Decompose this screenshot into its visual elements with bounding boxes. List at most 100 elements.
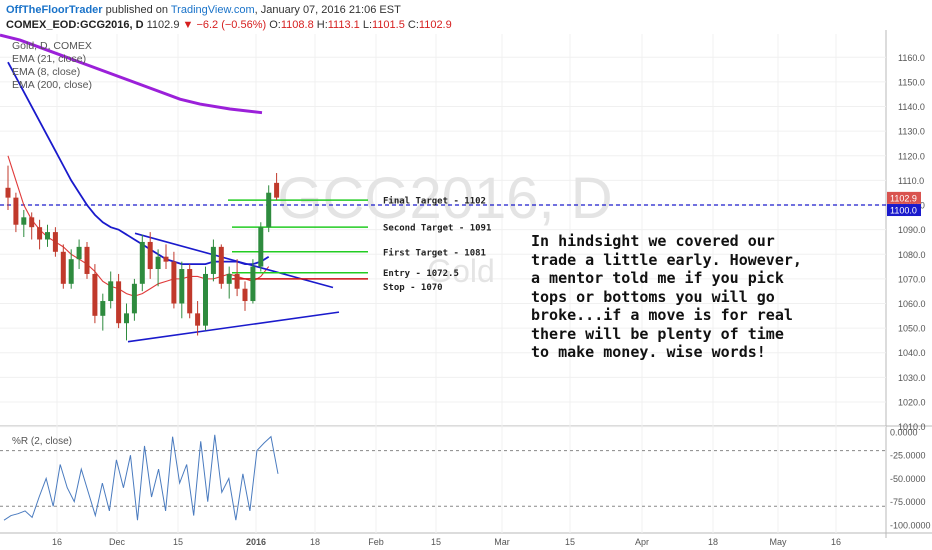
candle-body	[84, 246, 90, 274]
price-tick-label: 1150.0	[898, 77, 925, 87]
candle-body	[210, 246, 216, 274]
time-tick-label: May	[769, 537, 787, 547]
candle-body	[68, 259, 74, 284]
ohlc-h-label: H:	[316, 19, 328, 31]
candle-body	[92, 273, 98, 316]
watermark-name: Gold	[427, 253, 495, 289]
indicator-tick-label: -25.0000	[890, 451, 926, 461]
indicator-tick-label: 0.0000	[890, 428, 918, 438]
williams-r-line	[3, 434, 279, 521]
triangle-lower-line	[127, 311, 340, 343]
last-price-badge	[887, 191, 921, 204]
price-tick-label: 1130.0	[898, 127, 925, 137]
publisher-name[interactable]: OffTheFloorTrader	[6, 4, 103, 16]
symbol-info: COMEX_EOD:GCG2016, D 1102.9 ▼ −6.2 (−0.5…	[6, 19, 452, 31]
published-text: published on	[105, 4, 169, 16]
price-tick-label: 1030.0	[898, 373, 926, 383]
candle-body	[155, 256, 161, 270]
williams-r-pane: %R (2, close)	[0, 434, 886, 521]
level-label: First Target - 1081	[383, 247, 486, 258]
candle-body	[179, 269, 185, 304]
ema8-line	[7, 155, 270, 297]
time-tick-label: 2016	[246, 537, 266, 547]
candle-body	[242, 288, 248, 302]
candle-body	[76, 246, 82, 260]
time-tick-label: 16	[52, 537, 62, 547]
indicator-tick-label: -75.0000	[890, 497, 926, 507]
hline-price-badge	[887, 204, 921, 217]
legend-ema8[interactable]: EMA (8, close)	[12, 66, 81, 78]
time-tick-label: 15	[173, 537, 183, 547]
down-arrow-icon: ▼	[182, 19, 194, 31]
legend-ema200[interactable]: EMA (200, close)	[12, 79, 92, 91]
legend-ema21[interactable]: EMA (21, close)	[12, 53, 87, 65]
time-tick-label: 15	[431, 537, 441, 547]
time-tick-label: 16	[831, 537, 841, 547]
candle-body	[52, 232, 58, 252]
ohlc-o-label: O:	[269, 19, 281, 31]
price-tick-label: 1140.0	[898, 102, 925, 112]
price-tick-label: 1070.0	[898, 274, 926, 284]
time-tick-label: Apr	[635, 537, 649, 547]
price-tick-label: 1080.0	[898, 250, 926, 260]
price-tick-label: 1160.0	[898, 53, 925, 63]
ohlc-low: 1101.5	[372, 19, 405, 31]
time-tick-label: 15	[565, 537, 575, 547]
candle-body	[116, 281, 122, 324]
candle-body	[195, 313, 201, 326]
price-tick-label: 1110.0	[898, 176, 924, 186]
candle-body	[131, 283, 137, 314]
hline-price-badge-label: 1100.0	[890, 206, 917, 216]
candle-body	[13, 197, 19, 225]
price-tick-label: 1040.0	[898, 348, 926, 358]
candle-body	[29, 217, 35, 228]
indicator-tick-label: -50.0000	[890, 474, 926, 484]
candle-body	[139, 241, 145, 284]
candle-body	[171, 261, 177, 304]
candle-body	[124, 313, 129, 324]
price-tick-label: 1120.0	[898, 151, 925, 161]
watermark-symbol: GCG2016, D	[277, 166, 612, 231]
candle-body	[234, 273, 240, 289]
last-price-badge-label: 1102.9	[890, 193, 917, 203]
candle-body	[218, 246, 224, 284]
ohlc-high: 1113.1	[327, 19, 360, 31]
candle-body	[108, 281, 114, 302]
candle-body	[21, 217, 27, 225]
price-change: −6.2 (−0.56%)	[196, 19, 267, 31]
candle-body	[5, 187, 11, 198]
publish-timestamp: , January 07, 2016 21:06 EST	[254, 4, 401, 16]
candle-body	[187, 269, 193, 314]
legend-title: Gold, D, COMEX	[12, 40, 92, 52]
indicator-title: %R (2, close)	[12, 436, 72, 447]
price-tick-label: 1050.0	[898, 324, 926, 334]
price-tick-label: 1060.0	[898, 299, 926, 309]
time-tick-label: Mar	[494, 537, 510, 547]
ohlc-open: 1108.8	[280, 19, 314, 31]
price-axis[interactable]: 1160.0 1150.0 1140.0 1130.0 1120.0 1110.0 1100…	[887, 53, 931, 531]
level-label: Final Target - 1102	[383, 196, 486, 207]
candle-body	[60, 251, 66, 284]
indicator-tick-label: -100.0000	[890, 520, 931, 530]
ohlc-l-label: L:	[362, 19, 373, 31]
price-tick-label: 1020.0	[898, 397, 926, 407]
last-price: 1102.9	[146, 19, 180, 31]
candle-body	[226, 273, 232, 284]
candle-body	[147, 241, 153, 270]
time-tick-label: Dec	[109, 537, 126, 547]
ema200-line	[0, 33, 263, 115]
candle-body	[266, 192, 272, 228]
time-tick-label: 18	[708, 537, 718, 547]
price-tick-label: 1010.0	[898, 422, 926, 432]
ohlc-c-label: C:	[407, 19, 419, 31]
candle-body	[203, 273, 208, 326]
time-tick-label: Feb	[368, 537, 384, 547]
site-link[interactable]: TradingView.com	[170, 4, 255, 16]
price-tick-label: 1090.0	[898, 225, 926, 235]
time-tick-label: 18	[310, 537, 320, 547]
candle-body	[250, 266, 256, 302]
publish-header: OffTheFloorTrader published on TradingVi…	[6, 4, 401, 16]
time-axis[interactable]: 16 Dec 15 2016 18 Feb 15 Mar 15 Apr 18 May 16	[52, 537, 841, 547]
